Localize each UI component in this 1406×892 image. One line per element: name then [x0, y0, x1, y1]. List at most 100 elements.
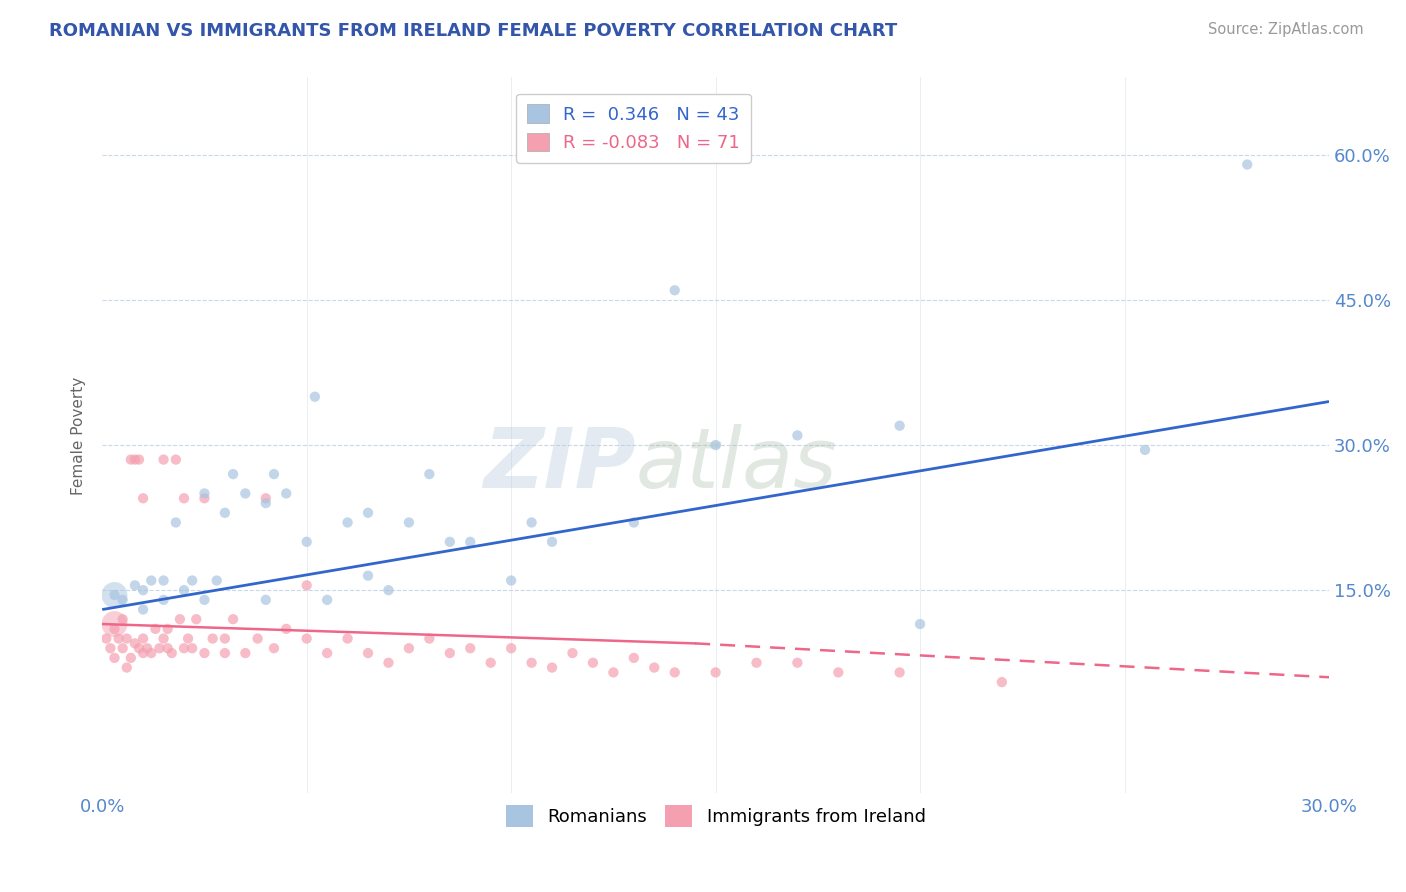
- Point: [173, 491, 195, 506]
- Point: [1133, 442, 1156, 457]
- Point: [295, 534, 318, 549]
- Point: [156, 622, 179, 636]
- Point: [501, 574, 523, 588]
- Point: [643, 660, 665, 674]
- Point: [107, 632, 129, 646]
- Point: [377, 656, 399, 670]
- Text: Source: ZipAtlas.com: Source: ZipAtlas.com: [1208, 22, 1364, 37]
- Point: [177, 632, 200, 646]
- Point: [602, 665, 624, 680]
- Text: ROMANIAN VS IMMIGRANTS FROM IRELAND FEMALE POVERTY CORRELATION CHART: ROMANIAN VS IMMIGRANTS FROM IRELAND FEMA…: [49, 22, 897, 40]
- Point: [100, 641, 122, 656]
- Point: [141, 574, 163, 588]
- Point: [582, 656, 605, 670]
- Point: [132, 632, 155, 646]
- Point: [541, 660, 564, 674]
- Point: [295, 578, 318, 592]
- Y-axis label: Female Poverty: Female Poverty: [72, 376, 86, 494]
- Point: [214, 632, 236, 646]
- Point: [336, 632, 359, 646]
- Legend: Romanians, Immigrants from Ireland: Romanians, Immigrants from Ireland: [499, 798, 932, 834]
- Point: [201, 632, 224, 646]
- Point: [316, 646, 339, 660]
- Point: [336, 516, 359, 530]
- Point: [439, 534, 461, 549]
- Point: [889, 418, 911, 433]
- Point: [193, 486, 215, 500]
- Point: [418, 467, 440, 481]
- Point: [263, 641, 285, 656]
- Point: [439, 646, 461, 660]
- Point: [704, 665, 727, 680]
- Point: [136, 641, 159, 656]
- Point: [276, 486, 298, 500]
- Point: [704, 438, 727, 452]
- Point: [152, 632, 174, 646]
- Point: [786, 656, 808, 670]
- Point: [132, 602, 155, 616]
- Point: [304, 390, 326, 404]
- Point: [458, 641, 481, 656]
- Point: [165, 452, 187, 467]
- Point: [316, 592, 339, 607]
- Point: [561, 646, 583, 660]
- Point: [745, 656, 768, 670]
- Point: [132, 491, 155, 506]
- Point: [263, 467, 285, 481]
- Point: [233, 486, 256, 500]
- Point: [103, 622, 125, 636]
- Point: [222, 612, 245, 626]
- Point: [152, 574, 174, 588]
- Text: atlas: atlas: [636, 424, 838, 505]
- Point: [1236, 157, 1258, 171]
- Point: [124, 452, 146, 467]
- Point: [103, 588, 125, 602]
- Point: [173, 641, 195, 656]
- Point: [152, 452, 174, 467]
- Point: [124, 636, 146, 650]
- Point: [156, 641, 179, 656]
- Point: [520, 516, 543, 530]
- Point: [132, 646, 155, 660]
- Point: [246, 632, 269, 646]
- Point: [377, 583, 399, 598]
- Point: [254, 491, 277, 506]
- Point: [664, 665, 686, 680]
- Point: [623, 651, 645, 665]
- Point: [357, 506, 380, 520]
- Point: [786, 428, 808, 442]
- Point: [458, 534, 481, 549]
- Text: ZIP: ZIP: [484, 424, 636, 505]
- Point: [148, 641, 170, 656]
- Point: [96, 632, 118, 646]
- Point: [186, 612, 208, 626]
- Point: [295, 632, 318, 646]
- Point: [398, 516, 420, 530]
- Point: [357, 568, 380, 582]
- Point: [111, 641, 134, 656]
- Point: [254, 496, 277, 510]
- Point: [664, 283, 686, 297]
- Point: [165, 516, 187, 530]
- Point: [193, 491, 215, 506]
- Point: [623, 516, 645, 530]
- Point: [181, 574, 204, 588]
- Point: [233, 646, 256, 660]
- Point: [357, 646, 380, 660]
- Point: [398, 641, 420, 656]
- Point: [169, 612, 191, 626]
- Point: [181, 641, 204, 656]
- Point: [520, 656, 543, 670]
- Point: [222, 467, 245, 481]
- Point: [115, 632, 138, 646]
- Point: [103, 588, 125, 602]
- Point: [103, 617, 125, 632]
- Point: [152, 592, 174, 607]
- Point: [128, 641, 150, 656]
- Point: [173, 583, 195, 598]
- Point: [889, 665, 911, 680]
- Point: [120, 651, 142, 665]
- Point: [124, 578, 146, 592]
- Point: [418, 632, 440, 646]
- Point: [111, 592, 134, 607]
